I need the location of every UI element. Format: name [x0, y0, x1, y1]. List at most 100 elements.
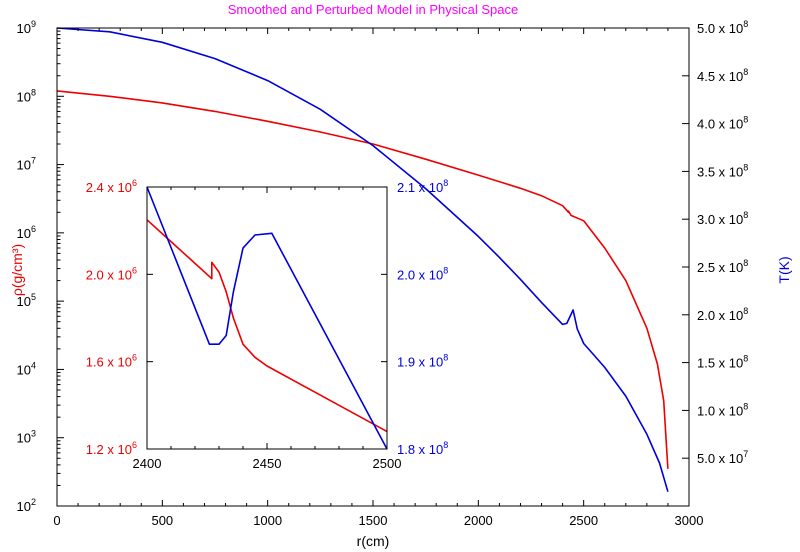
x-tick-labels: 0 500 1000 1500 2000 2500 3000: [53, 513, 703, 528]
y-left-tick-label-exp: 4: [31, 360, 36, 370]
y-right-tick-label: 3.0 x 108: [697, 210, 748, 227]
y-right-tick-label-exp: 8: [743, 19, 748, 29]
inset-y-right-tick-label-exp: 8: [443, 178, 448, 188]
inset-ticks: [146, 186, 388, 450]
y-left-tick-label: 108: [17, 87, 36, 104]
y-right-tick-label-base: 3.0 x 10: [697, 212, 743, 227]
y-left-tick-label-base: 10: [17, 89, 31, 104]
y-right-tick-label-exp: 8: [743, 67, 748, 77]
inset-y-right-tick-label-base: 1.8 x 10: [397, 442, 443, 457]
y-right-tick-label-base: 4.0 x 10: [697, 117, 743, 132]
y-right-axis-label: T(K): [776, 256, 792, 283]
y-left-tick-label-base: 10: [17, 226, 31, 241]
y-right-tick-label-base: 1.0 x 10: [697, 403, 743, 418]
y-right-tick-label-exp: 8: [743, 258, 748, 268]
y-left-tick-label-base: 10: [17, 294, 31, 309]
y-right-tick-label: 3.5 x 108: [697, 162, 748, 179]
y-right-tick-label-exp: 8: [743, 354, 748, 364]
y-right-tick-label-base: 2.0 x 10: [697, 308, 743, 323]
y-left-tick-label-exp: 9: [31, 19, 36, 29]
inset-background: [147, 187, 387, 449]
y-left-tick-label-base: 10: [17, 158, 31, 173]
density-curve: [56, 90, 669, 469]
y-left-axis-label: ρ(g/cm³): [9, 244, 25, 296]
main-plot: 0 500 1000 1500 2000 2500 3000 102103104105106…: [17, 19, 749, 528]
y-left-tick-label-exp: 7: [31, 156, 36, 166]
y-left-tick-label: 107: [17, 156, 36, 173]
inset-y-right-tick-label-base: 2.1 x 10: [397, 180, 443, 195]
inset-x-tick-labels: 2400 2450 2500: [133, 456, 402, 471]
y-right-tick-label-base: 3.5 x 10: [697, 164, 743, 179]
inset-y-right-tick-label-base: 2.0 x 10: [397, 267, 443, 282]
y-left-tick-label-base: 10: [17, 431, 31, 446]
inset-y-left-tick-label-exp: 6: [132, 440, 137, 450]
y-right-tick-label-exp: 8: [743, 115, 748, 125]
inset-y-right-tick-label-exp: 8: [443, 440, 448, 450]
y-right-tick-label-base: 5.0 x 10: [697, 451, 743, 466]
chart-title: Smoothed and Perturbed Model in Physical…: [228, 2, 519, 17]
y-right-tick-label: 2.0 x 108: [697, 306, 748, 323]
y-left-tick-label-exp: 3: [31, 429, 36, 439]
inset-y-right-tick-label-exp: 8: [443, 265, 448, 275]
y-left-tick-label-exp: 5: [31, 292, 36, 302]
y-left-tick-label: 103: [17, 429, 36, 446]
inset-curves: [146, 186, 388, 450]
inset-y-right-tick-label-base: 1.9 x 10: [397, 355, 443, 370]
inset-y-right-tick-label-exp: 8: [443, 353, 448, 363]
inset-y-right-tick-label: 1.9 x 108: [397, 353, 448, 370]
inset-y-left-tick-label-base: 1.2 x 10: [86, 442, 132, 457]
inset-y-left-tick-label-base: 1.6 x 10: [86, 355, 132, 370]
y-right-tick-label: 4.5 x 108: [697, 67, 748, 84]
y-left-tick-label-base: 10: [17, 499, 31, 514]
y-left-tick-label: 102: [17, 497, 36, 514]
x-axis-label: r(cm): [357, 533, 390, 549]
inset-y-left-tick-label-exp: 6: [132, 178, 137, 188]
inset-y-left-tick-label: 2.0 x 106: [86, 265, 137, 282]
inset-y-left-tick-label-base: 2.4 x 10: [86, 180, 132, 195]
y-right-tick-label: 1.5 x 108: [697, 354, 748, 371]
y-right-tick-label: 5.0 x 107: [697, 449, 748, 466]
inset-y-left-tick-label: 2.4 x 106: [86, 178, 137, 195]
inset-y-left-tick-label-exp: 6: [132, 265, 137, 275]
y-left-tick-label-base: 10: [17, 21, 31, 36]
inset-y-right-tick-label: 2.0 x 108: [397, 265, 448, 282]
inset-x-tick-label: 2500: [373, 456, 402, 471]
y-left-tick-label: 106: [17, 224, 36, 241]
inset-y-left-tick-label: 1.6 x 106: [86, 353, 137, 370]
x-tick-label: 500: [151, 513, 173, 528]
inset-y-left-tick-label: 1.2 x 106: [86, 440, 137, 457]
y-right-tick-label: 5.0 x 108: [697, 19, 748, 36]
x-tick-label: 2000: [464, 513, 493, 528]
y-left-tick-label-exp: 6: [31, 224, 36, 234]
y-right-tick-label-base: 2.5 x 10: [697, 260, 743, 275]
y-left-tick-label-exp: 8: [31, 87, 36, 97]
y-right-tick-label-base: 5.0 x 10: [697, 21, 743, 36]
y-right-tick-label: 2.5 x 108: [697, 258, 748, 275]
x-tick-label: 2500: [569, 513, 598, 528]
y-left-tick-label: 105: [17, 292, 36, 309]
y-left-tick-label-exp: 2: [31, 497, 36, 507]
y-right-tick-label-exp: 7: [743, 449, 748, 459]
y-right-tick-label: 4.0 x 108: [697, 115, 748, 132]
y-left-tick-label: 104: [17, 360, 36, 377]
y-right-tick-label-exp: 8: [743, 162, 748, 172]
y-right-tick-label-base: 4.5 x 10: [697, 69, 743, 84]
y-right-tick-label-base: 1.5 x 10: [697, 356, 743, 371]
y-left-tick-label: 109: [17, 19, 36, 36]
inset-y-right-tick-label: 2.1 x 108: [397, 178, 448, 195]
main-curves: [56, 27, 669, 492]
inset-y-right-tick-label: 1.8 x 108: [397, 440, 448, 457]
temperature-curve: [56, 27, 669, 492]
x-tick-label: 3000: [675, 513, 704, 528]
inset-density-curve: [146, 219, 388, 433]
x-tick-label: 0: [53, 513, 60, 528]
main-ticks: [56, 27, 690, 507]
y-right-tick-label: 1.0 x 108: [697, 401, 748, 418]
y-left-tick-label-base: 10: [17, 362, 31, 377]
